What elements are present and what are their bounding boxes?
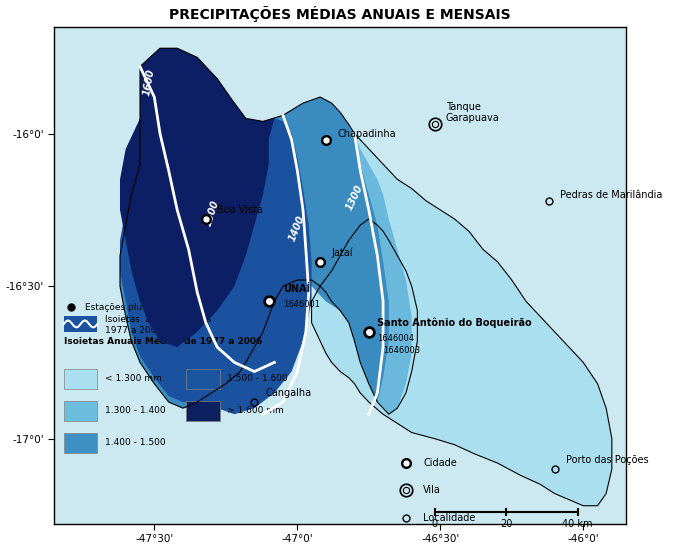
Text: UNAÍ: UNAÍ: [283, 284, 310, 294]
Text: Jataí: Jataí: [332, 247, 353, 257]
Text: Pedras de Marilândia: Pedras de Marilândia: [560, 190, 663, 200]
Text: 1300: 1300: [344, 183, 365, 212]
Polygon shape: [120, 48, 412, 414]
Text: Chapadinha: Chapadinha: [337, 129, 396, 139]
Text: 0: 0: [431, 519, 437, 529]
Text: 1646003: 1646003: [383, 346, 420, 355]
Text: 1500: 1500: [203, 199, 220, 227]
Text: Cidade: Cidade: [423, 458, 457, 468]
Text: 1646001: 1646001: [283, 300, 320, 310]
Text: Localidade: Localidade: [423, 513, 475, 523]
Polygon shape: [120, 48, 274, 347]
Text: Santo Antônio do Boqueirão: Santo Antônio do Boqueirão: [377, 317, 532, 328]
Text: 1646004: 1646004: [377, 334, 415, 343]
Text: Porto das Poções: Porto das Poções: [566, 455, 648, 465]
Text: Vila: Vila: [423, 486, 441, 496]
Text: Boa Vista: Boa Vista: [217, 205, 263, 215]
Text: Cangalha: Cangalha: [266, 388, 312, 398]
Text: 40 km: 40 km: [562, 519, 592, 529]
Text: 20: 20: [500, 519, 512, 529]
Polygon shape: [120, 48, 311, 414]
Polygon shape: [120, 48, 612, 506]
Text: 1400: 1400: [288, 213, 307, 243]
Polygon shape: [120, 48, 389, 408]
Text: 1600: 1600: [142, 68, 156, 96]
Title: PRECIPITAÇÕES MÉDIAS ANUAIS E MENSAIS: PRECIPITAÇÕES MÉDIAS ANUAIS E MENSAIS: [169, 6, 511, 21]
Text: Tanque
Garapuava: Tanque Garapuava: [446, 102, 499, 123]
